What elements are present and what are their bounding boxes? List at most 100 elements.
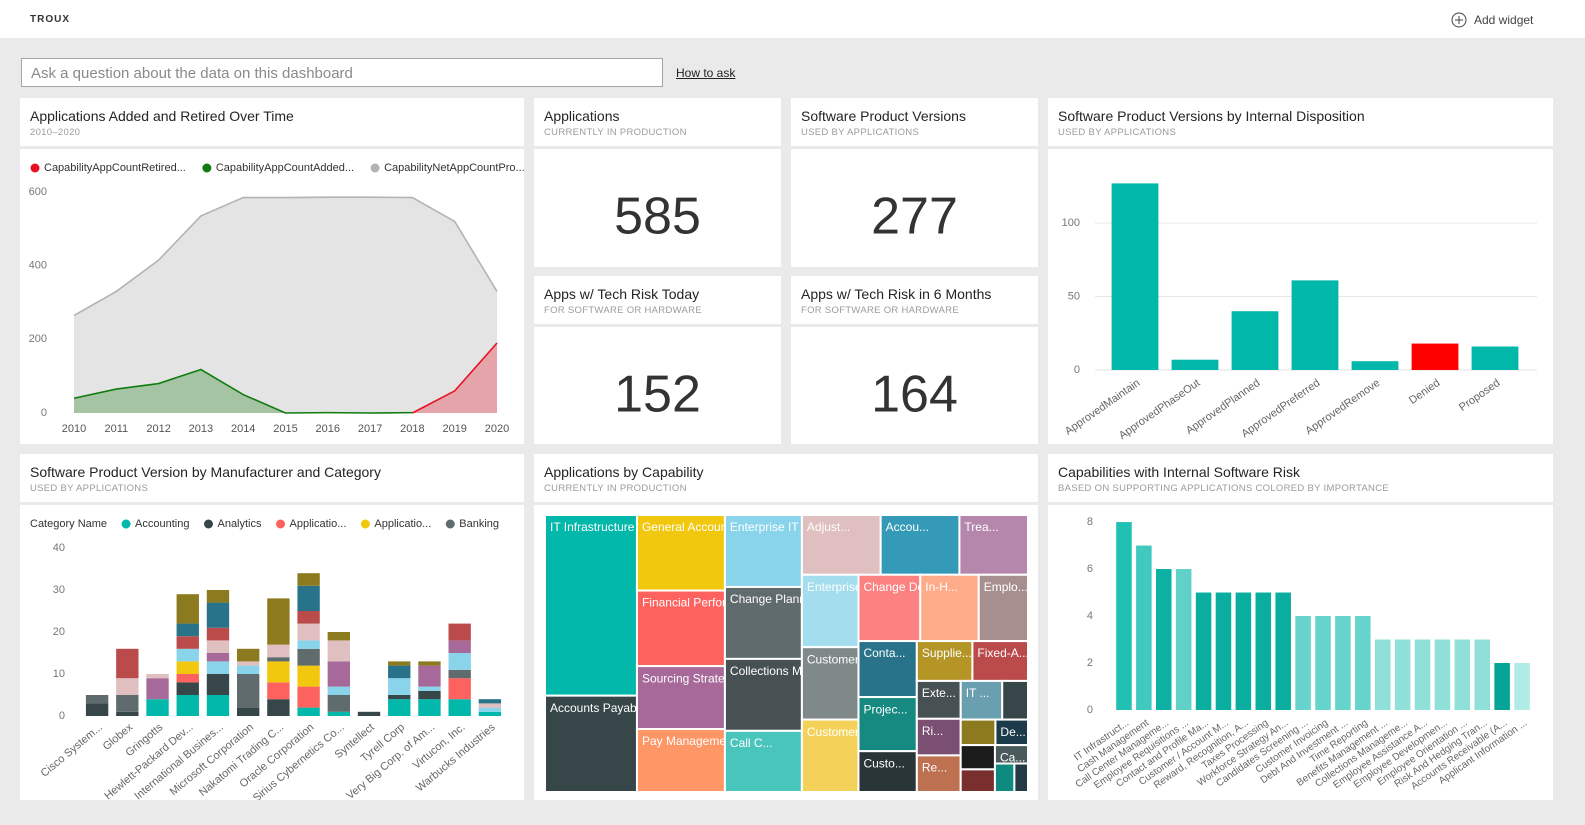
bar bbox=[1195, 592, 1212, 710]
bar-segment bbox=[85, 703, 109, 716]
bar-segment bbox=[116, 678, 139, 695]
tile: 0 10 20 30 40 Cisco System... Globex Gringotts H… bbox=[20, 454, 524, 800]
tile-title: Applications Added and Retired Over Time bbox=[30, 108, 294, 124]
tile-title: Applications by Capability bbox=[544, 464, 704, 480]
bar-segment bbox=[327, 711, 351, 716]
y-tick-label: 0 bbox=[1074, 364, 1080, 376]
bar-segment bbox=[146, 699, 169, 716]
how-to-ask[interactable]: How to ask bbox=[676, 66, 736, 80]
legend-marker bbox=[30, 163, 40, 173]
treemap-cell bbox=[857, 696, 918, 753]
bar-segment bbox=[176, 636, 199, 649]
bar-segment bbox=[236, 674, 260, 708]
y-tick-label: 600 bbox=[29, 186, 47, 198]
tile: IT Infrastructure Opera... Accounts Payab… bbox=[534, 454, 1038, 800]
legend-marker bbox=[121, 519, 131, 529]
bar-segment bbox=[448, 699, 471, 716]
bar bbox=[1116, 522, 1132, 710]
bar-segment bbox=[448, 669, 471, 679]
tile-chart: IT Infrastructure Opera...Accounts Payab… bbox=[544, 514, 1030, 794]
treemap-cell bbox=[800, 514, 882, 576]
treemap-cell bbox=[915, 754, 962, 793]
tile-separator bbox=[1048, 146, 1553, 149]
series-line bbox=[73, 196, 498, 317]
y-tick-label: 10 bbox=[53, 668, 65, 680]
y-tick-label: 6 bbox=[1087, 563, 1093, 575]
bar-segment bbox=[297, 623, 320, 641]
bar-segment bbox=[206, 640, 230, 653]
y-tick-label: 50 bbox=[1068, 290, 1080, 302]
series-line bbox=[73, 368, 413, 414]
legend-marker bbox=[203, 519, 213, 529]
y-tick-label: 30 bbox=[53, 584, 65, 596]
bar bbox=[1111, 183, 1159, 370]
tile-separator bbox=[534, 324, 781, 327]
bar-segment bbox=[297, 585, 320, 611]
bar-segment bbox=[267, 657, 290, 662]
bar-segment bbox=[116, 695, 139, 712]
bar-segment bbox=[418, 699, 441, 716]
treemap-label: Change Planning bbox=[730, 592, 822, 606]
bar bbox=[1414, 639, 1431, 710]
treemap-cell bbox=[723, 514, 803, 588]
bar-segment bbox=[297, 640, 320, 649]
bar bbox=[1471, 346, 1519, 370]
y-tick-label: 100 bbox=[1062, 217, 1080, 229]
bar bbox=[1291, 280, 1339, 370]
add-icon bbox=[1451, 12, 1467, 28]
tile: 277 Software Product Versions USED BY APPL… bbox=[791, 98, 1038, 267]
tile-separator bbox=[20, 502, 524, 505]
bar-segment bbox=[236, 661, 260, 666]
bar-segment bbox=[116, 711, 139, 716]
question-box[interactable]: Ask a question about the data on this da… bbox=[21, 58, 663, 87]
bar-segment bbox=[388, 678, 411, 695]
top-bar: TROUX Add widget bbox=[0, 0, 1585, 38]
kpi-value: 152 bbox=[614, 366, 701, 424]
bar-segment bbox=[206, 661, 230, 674]
bar-segment bbox=[388, 661, 411, 666]
x-tick-label: 2013 bbox=[189, 423, 213, 435]
bar-segment bbox=[357, 711, 381, 716]
bar bbox=[1231, 311, 1279, 370]
tile-subtitle: BASED ON SUPPORTING APPLICATIONS COLORED… bbox=[1058, 483, 1390, 494]
kpi-value: 164 bbox=[871, 366, 958, 424]
bar-segment bbox=[388, 695, 411, 700]
bar bbox=[1454, 639, 1471, 710]
treemap-label: Projec... bbox=[863, 702, 907, 716]
treemap-label: Adjust... bbox=[807, 520, 850, 534]
add-widget[interactable]: Add widget bbox=[1450, 9, 1533, 31]
bar bbox=[1315, 616, 1331, 710]
treemap-cell bbox=[977, 573, 1029, 643]
bar bbox=[1411, 343, 1459, 370]
y-tick-label: 8 bbox=[1087, 516, 1093, 528]
treemap-label: Pay Manageme... bbox=[642, 734, 736, 748]
x-tick-label: 2015 bbox=[273, 423, 297, 435]
y-tick-label: 20 bbox=[53, 626, 65, 638]
treemap-cell bbox=[959, 744, 996, 771]
y-tick-label: 400 bbox=[29, 260, 47, 272]
bar-segment bbox=[267, 661, 290, 683]
question-placeholder: Ask a question about the data on this da… bbox=[31, 65, 353, 82]
bar-segment bbox=[297, 611, 320, 624]
bar-segment bbox=[448, 640, 471, 653]
legend-label: Applicatio... bbox=[374, 518, 431, 530]
bar bbox=[1355, 616, 1371, 710]
bar-segment bbox=[116, 648, 139, 679]
y-tick-label: 40 bbox=[53, 542, 65, 554]
bar-segment bbox=[327, 640, 351, 662]
legend-label: CapabilityNetAppCountPro... bbox=[384, 162, 524, 174]
bar-segment bbox=[448, 623, 471, 641]
y-tick-label: 0 bbox=[1087, 704, 1093, 716]
area-fill bbox=[74, 197, 497, 413]
treemap-label: Conta... bbox=[863, 646, 905, 660]
bar-segment bbox=[176, 661, 199, 674]
treemap-cell bbox=[723, 657, 803, 732]
treemap-cell bbox=[1013, 762, 1030, 793]
bar bbox=[1514, 663, 1530, 710]
treemap-label: Sourcing Strate... bbox=[642, 671, 735, 685]
tile-subtitle: FOR SOFTWARE OR HARDWARE bbox=[801, 305, 959, 316]
bar-segment bbox=[146, 674, 169, 679]
add-widget-label: Add widget bbox=[1474, 13, 1534, 27]
tile-subtitle: CURRENTLY IN PRODUCTION bbox=[544, 127, 687, 138]
